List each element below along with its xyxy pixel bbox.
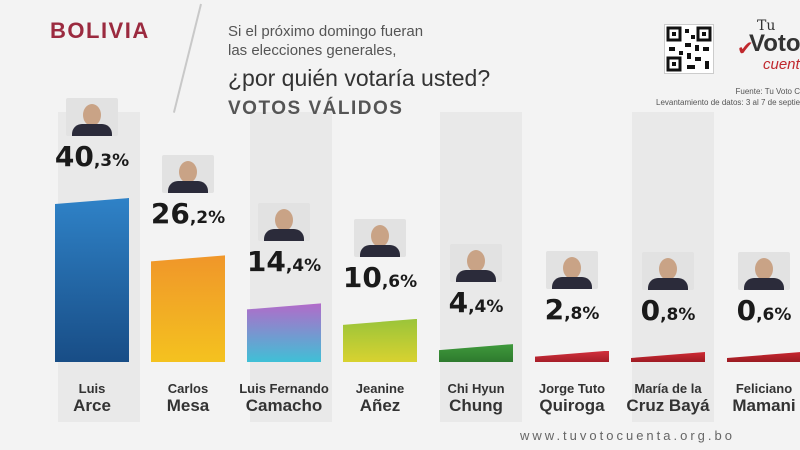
candidate-photo-1: [162, 155, 214, 194]
bar-1: [151, 255, 225, 362]
candidate-photo-3: [354, 218, 406, 257]
candidate-last-name-5: Quiroga: [539, 396, 605, 415]
value-int-6: 0: [640, 294, 661, 327]
question-line-1: Si el próximo domingo fueran: [228, 23, 424, 40]
candidate-first-name-5: Jorge Tuto: [538, 381, 606, 396]
candidate-last-name-7: Mamani: [732, 396, 796, 415]
candidate-photo-7: [738, 252, 790, 290]
value-label-3: 10,6%: [335, 261, 425, 294]
candidate-name-6: María de la Cruz Bayá: [613, 380, 723, 414]
candidate-head-4: [467, 250, 485, 273]
candidate-head-0: [83, 104, 101, 126]
source-line-1: Fuente: Tu Voto C: [735, 87, 800, 96]
value-dec-5: ,8%: [564, 303, 600, 324]
bar-7: [727, 352, 800, 362]
value-label-4: 4,4%: [431, 286, 521, 319]
candidate-suit-2: [264, 229, 304, 242]
chart-subtitle: VOTOS VÁLIDOS: [228, 98, 404, 119]
candidate-name-5: Jorge Tuto Quiroga: [517, 380, 627, 414]
question-line-2: las elecciones generales,: [228, 42, 397, 59]
candidate-name-4: Chi Hyun Chung: [421, 380, 531, 414]
value-int-2: 14: [246, 245, 286, 279]
candidate-suit-3: [360, 244, 400, 257]
candidate-suit-1: [168, 181, 208, 194]
candidate-last-name-6: Cruz Bayá: [626, 396, 710, 415]
value-int-7: 0: [736, 294, 757, 327]
candidate-first-name-2: Luis Fernando: [239, 381, 329, 396]
value-dec-1: ,2%: [189, 208, 226, 229]
candidate-photo-4: [450, 244, 502, 283]
value-int-1: 26: [150, 197, 190, 231]
bar-3: [343, 318, 417, 362]
candidate-last-name-0: Arce: [73, 396, 111, 415]
candidate-suit-7: [744, 278, 784, 290]
candidate-last-name-1: Mesa: [166, 396, 210, 415]
candidate-suit-0: [72, 124, 112, 136]
question-intro: Si el próximo domingo fueran las eleccio…: [228, 22, 423, 60]
bar-5: [535, 350, 609, 362]
value-dec-6: ,8%: [660, 305, 696, 325]
candidate-head-5: [563, 256, 581, 279]
candidate-head-7: [755, 258, 773, 280]
candidate-name-0: Luis Arce: [37, 380, 147, 414]
candidate-name-1: Carlos Mesa: [133, 380, 243, 414]
candidate-suit-5: [552, 276, 592, 289]
bar-6: [631, 352, 705, 362]
value-int-0: 40: [54, 140, 94, 173]
candidate-last-name-4: Chung: [449, 396, 503, 415]
value-label-7: 0,6%: [719, 294, 800, 327]
candidate-name-3: Jeanine Añez: [325, 380, 435, 414]
checkmark-icon: ✔: [737, 38, 754, 60]
candidate-photo-5: [546, 250, 598, 289]
logo-cuenta: cuenta: [763, 56, 800, 73]
tu-voto-cuenta-logo: ✔ Tu Voto cuenta: [735, 14, 800, 74]
value-int-5: 2: [544, 292, 565, 326]
logo-tu: Tu: [757, 18, 776, 34]
candidate-name-7: Feliciano Mamani: [709, 380, 800, 414]
value-dec-4: ,4%: [468, 297, 504, 318]
country-title: BOLIVIA: [50, 18, 150, 43]
candidate-first-name-1: Carlos: [167, 381, 209, 396]
value-label-0: 40,3%: [47, 140, 137, 173]
candidate-first-name-0: Luis: [78, 381, 106, 396]
candidate-last-name-2: Camacho: [245, 396, 323, 415]
candidate-head-2: [275, 209, 293, 232]
header-divider: [172, 3, 202, 113]
candidate-first-name-7: Feliciano: [735, 381, 793, 396]
question-main: ¿por quién votaría usted?: [228, 65, 491, 91]
candidate-head-1: [179, 161, 197, 184]
value-label-6: 0,8%: [623, 294, 713, 327]
candidate-photo-6: [642, 252, 694, 290]
footer-url[interactable]: www.tuvotocuenta.org.bo: [520, 428, 735, 443]
value-dec-2: ,4%: [285, 256, 322, 277]
bar-0: [55, 198, 129, 362]
value-int-4: 4: [448, 286, 469, 320]
value-label-5: 2,8%: [527, 293, 617, 326]
candidate-last-name-3: Añez: [359, 396, 401, 415]
bar-2: [247, 303, 321, 362]
candidate-photo-0: [66, 98, 118, 136]
candidate-first-name-4: Chi Hyun: [447, 381, 505, 396]
candidate-head-6: [659, 258, 677, 280]
value-label-2: 14,4%: [239, 245, 329, 278]
qr-code[interactable]: [664, 24, 714, 74]
source-note: Fuente: Tu Voto C Levantamiento de datos…: [656, 86, 800, 108]
candidate-suit-6: [648, 278, 688, 290]
value-dec-0: ,3%: [93, 151, 130, 171]
value-int-3: 10: [342, 260, 382, 294]
candidate-name-2: Luis Fernando Camacho: [229, 380, 339, 414]
value-dec-7: ,6%: [756, 305, 792, 325]
logo-voto: Voto: [749, 30, 800, 57]
source-line-2: Levantamiento de datos: 3 al 7 de septie: [656, 98, 800, 107]
candidate-suit-4: [456, 270, 496, 283]
candidate-first-name-6: María de la: [634, 381, 702, 396]
candidate-first-name-3: Jeanine: [355, 381, 405, 396]
candidate-photo-2: [258, 203, 310, 242]
candidate-head-3: [371, 224, 389, 247]
value-dec-3: ,6%: [381, 271, 418, 292]
value-label-1: 26,2%: [143, 197, 233, 230]
